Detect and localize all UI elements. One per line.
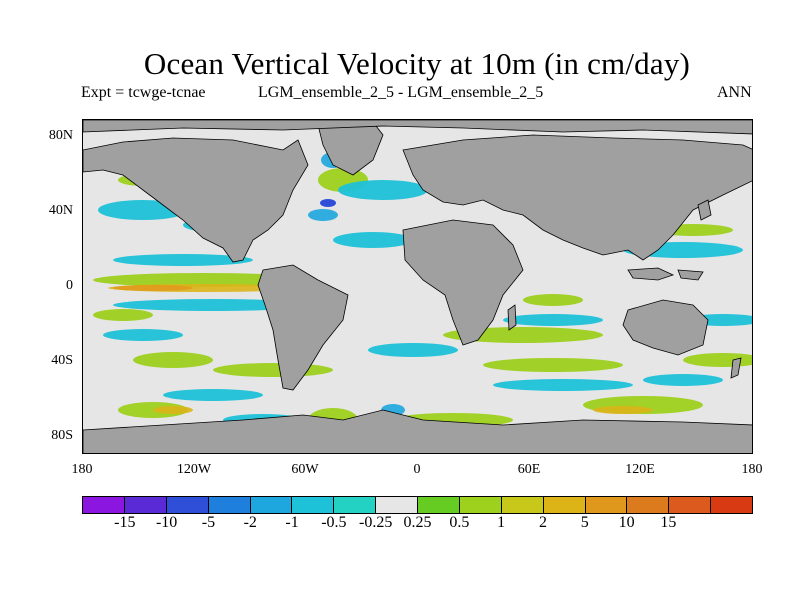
x-tick-label: 0 (413, 462, 421, 477)
colorbar-box (250, 497, 293, 513)
y-tick-label: 40S (51, 353, 73, 368)
colorbar-label: -0.5 (321, 514, 347, 531)
experiment-label: Expt = tcwge-tcnae (81, 84, 206, 101)
run-label: LGM_ensemble_2_5 - LGM_ensemble_2_5 (258, 84, 544, 101)
colorbar-box (418, 497, 460, 513)
colorbar (82, 496, 753, 514)
x-tick-label: 60W (291, 462, 319, 477)
colorbar-label: 2 (538, 514, 547, 531)
colorbar-box (208, 497, 251, 513)
x-tick-label: 120E (625, 462, 655, 477)
x-tick-label: 180 (71, 462, 93, 477)
colorbar-box (292, 497, 335, 513)
colorbar-label: -2 (243, 514, 257, 531)
y-tick-label: 0 (66, 278, 73, 293)
colorbar-box (124, 497, 167, 513)
colorbar-box (585, 497, 628, 513)
colorbar-label: 5 (580, 514, 589, 531)
colorbar-label: -1 (285, 514, 299, 531)
y-tick-label: 80S (51, 428, 73, 443)
colorbar-label: 0.25 (403, 514, 432, 531)
x-tick-label: 120W (176, 462, 212, 477)
colorbar-label: 0.5 (449, 514, 470, 531)
y-tick-label: 80N (48, 128, 73, 143)
colorbar-box (711, 497, 752, 513)
x-tick-label: 60E (517, 462, 541, 477)
colorbar-box (376, 497, 418, 513)
colorbar-box (166, 497, 209, 513)
colorbar-label: 15 (660, 514, 677, 531)
colorbar-box (83, 497, 125, 513)
y-tick-label: 40N (48, 203, 73, 218)
map-panel (82, 119, 753, 454)
x-tick-label: 180 (741, 462, 763, 477)
colorbar-label: -10 (155, 514, 178, 531)
chart-title: Ocean Vertical Velocity at 10m (in cm/da… (143, 46, 691, 81)
colorbar-label: -0.25 (359, 514, 393, 531)
land-masses (83, 120, 752, 453)
colorbar-label: 10 (618, 514, 635, 531)
colorbar-box (459, 497, 502, 513)
colorbar-label: 1 (497, 514, 506, 531)
colorbar-box (501, 497, 544, 513)
colorbar-box (543, 497, 586, 513)
colorbar-label: -15 (114, 514, 136, 531)
world-map (83, 120, 752, 453)
colorbar-label: -5 (201, 514, 216, 531)
colorbar-box (627, 497, 670, 513)
colorbar-box (669, 497, 712, 513)
colorbar-box (334, 497, 377, 513)
season-label: ANN (717, 84, 752, 101)
